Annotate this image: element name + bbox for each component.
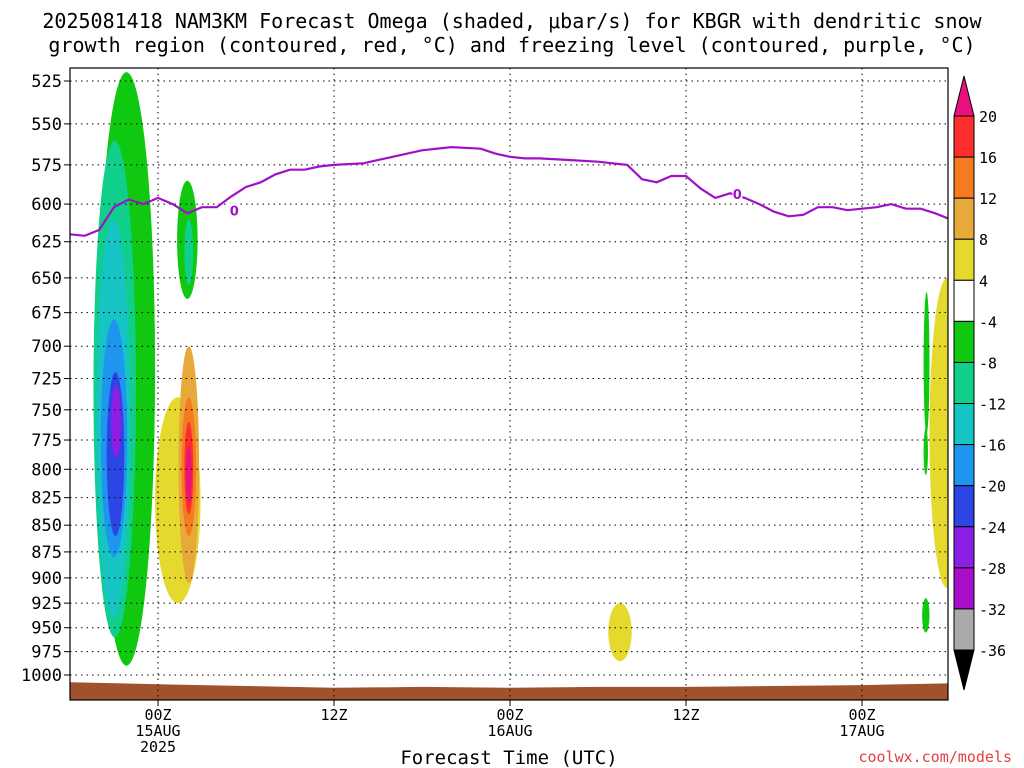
freezing-level-line: [70, 145, 948, 237]
omega-region: [929, 277, 948, 589]
omega-shading: [93, 72, 948, 666]
y-tick-label: 575: [31, 156, 62, 176]
y-tick-label: 800: [31, 460, 62, 480]
colorbar-label: -32: [979, 601, 1006, 619]
omega-region: [923, 291, 930, 435]
colorbar-label: 20: [979, 108, 997, 126]
x-tick-date: 16AUG: [487, 722, 532, 740]
colorbar-band: [953, 608, 975, 651]
y-tick-label: 675: [31, 304, 62, 324]
colorbar-band: [953, 197, 975, 240]
omega-region: [923, 428, 928, 476]
colorbar-band: [953, 361, 975, 405]
credit-text: coolwx.com/models: [858, 748, 1012, 766]
y-tick-label: 875: [31, 543, 62, 563]
colorbar-band: [953, 238, 975, 281]
terrain-surface: [70, 682, 948, 700]
y-tick-label: 725: [31, 370, 62, 390]
y-tick-label: 900: [31, 569, 62, 589]
colorbar-label: 16: [979, 149, 997, 167]
colorbar-label: -28: [979, 560, 1006, 578]
colorbar: 20 16 12 8 4 -4 -8 -12 -16 -20 -24 -28 -32 -36: [953, 75, 1006, 691]
colorbar-band: [953, 526, 975, 569]
y-tick-label: 525: [31, 72, 62, 92]
colorbar-label: -4: [979, 313, 997, 331]
x-tick-date: 17AUG: [839, 722, 884, 740]
x-axis-label: Forecast Time (UTC): [400, 747, 617, 768]
freezing-level-contour: 00: [70, 145, 948, 237]
x-tick-label: 12Z: [320, 706, 347, 724]
colorbar-band: [953, 567, 975, 610]
colorbar-band: [953, 156, 975, 199]
colorbar-band: [953, 320, 975, 363]
freezing-level-label: 0: [230, 205, 239, 220]
y-tick-label: 700: [31, 337, 62, 357]
chart-title-line-2: growth region (contoured, red, °C) and f…: [48, 33, 975, 57]
colorbar-band: [953, 485, 975, 528]
y-tick-label: 825: [31, 489, 62, 509]
colorbar-label: -24: [979, 519, 1006, 537]
colorbar-bottom-arrow: [953, 649, 975, 691]
colorbar-label: 8: [979, 231, 988, 249]
y-tick-label: 750: [31, 401, 62, 421]
x-tick-label: 12Z: [672, 706, 699, 724]
freezing-level-label-bg: [732, 186, 743, 201]
freezing-level-label-bg: [229, 203, 240, 218]
x-tick-label: 00Z: [848, 706, 875, 724]
y-tick-label: 1000: [21, 666, 62, 686]
omega-region: [608, 603, 632, 662]
y-tick-label: 625: [31, 233, 62, 253]
y-tick-label: 850: [31, 516, 62, 536]
colorbar-top-arrow: [953, 75, 975, 117]
omega-region: [185, 445, 192, 504]
plot-frame: [69, 67, 949, 701]
colorbar-label: -20: [979, 478, 1006, 496]
gridlines: [70, 68, 948, 700]
y-tick-label: 600: [31, 195, 62, 215]
colorbar-label: -12: [979, 396, 1006, 414]
y-tick-label: 550: [31, 115, 62, 135]
x-tick-label: 00Z: [144, 706, 171, 724]
y-tick-label: 775: [31, 431, 62, 451]
colorbar-label: 4: [979, 272, 988, 290]
colorbar-band: [953, 115, 975, 158]
x-tick-year: 2025: [140, 738, 176, 756]
chart-title-line-1: 2025081418 NAM3KM Forecast Omega (shaded…: [42, 9, 982, 33]
omega-region: [922, 598, 930, 633]
y-tick-label: 925: [31, 594, 62, 614]
omega-region: [184, 219, 194, 285]
colorbar-band: [953, 279, 975, 322]
y-axis: 525 550 575 600 625 650 675 700 725 750 775 800 825 8…: [21, 72, 70, 686]
omega-region: [111, 384, 122, 458]
colorbar-label: -16: [979, 437, 1006, 455]
colorbar-band: [953, 403, 975, 446]
x-tick-label: 00Z: [496, 706, 523, 724]
freezing-level-label: 0: [733, 188, 742, 203]
colorbar-band: [953, 444, 975, 487]
colorbar-label: -36: [979, 642, 1006, 660]
x-tick-date: 15AUG: [135, 722, 180, 740]
y-tick-label: 650: [31, 269, 62, 289]
y-tick-label: 950: [31, 619, 62, 639]
terrain: [70, 682, 948, 700]
colorbar-label: -8: [979, 354, 997, 372]
y-tick-label: 975: [31, 643, 62, 663]
colorbar-label: 12: [979, 190, 997, 208]
